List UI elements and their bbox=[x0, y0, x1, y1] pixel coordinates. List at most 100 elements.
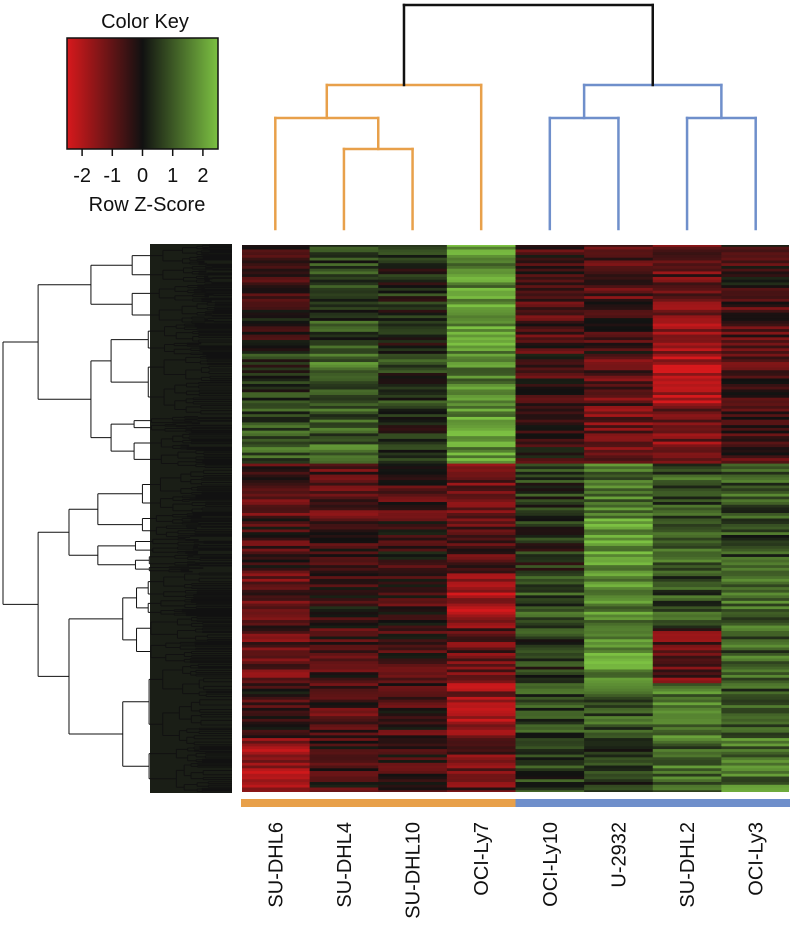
heatmap-cell bbox=[652, 460, 722, 464]
heatmap-cell bbox=[515, 496, 585, 500]
heatmap-cell bbox=[446, 438, 516, 443]
heatmap-cell bbox=[241, 345, 311, 349]
heatmap-cell bbox=[721, 285, 791, 289]
heatmap-cell bbox=[515, 760, 585, 764]
heatmap-cell bbox=[378, 587, 448, 591]
heatmap-cell bbox=[378, 576, 448, 580]
heatmap-cell bbox=[309, 290, 379, 294]
heatmap-cell bbox=[721, 353, 791, 357]
heatmap-cell bbox=[378, 644, 448, 648]
heatmap-cell bbox=[241, 318, 311, 322]
heatmap-cell bbox=[584, 658, 654, 662]
heatmap-cell bbox=[446, 414, 516, 418]
heatmap-cell bbox=[309, 329, 379, 333]
heatmap-cell bbox=[652, 329, 722, 333]
heatmap-cell bbox=[378, 471, 448, 475]
heatmap-cell bbox=[652, 389, 722, 393]
heatmap-cell bbox=[309, 298, 379, 303]
heatmap-cell bbox=[721, 639, 791, 643]
heatmap-cell bbox=[584, 625, 654, 629]
heatmap-cell bbox=[584, 480, 654, 484]
heatmap-cell bbox=[652, 548, 722, 552]
heatmap-cell bbox=[515, 364, 585, 368]
heatmap-cell bbox=[378, 548, 448, 552]
heatmap-cell bbox=[241, 320, 311, 325]
heatmap-cell bbox=[378, 765, 448, 769]
heatmap-cell bbox=[446, 323, 516, 327]
heatmap-cell bbox=[446, 642, 516, 646]
heatmap-cell bbox=[515, 260, 585, 264]
heatmap-cell bbox=[652, 252, 722, 256]
heatmap-cell bbox=[515, 499, 585, 503]
heatmap-cell bbox=[515, 628, 585, 632]
heatmap-cell bbox=[515, 304, 585, 308]
heatmap-cell bbox=[309, 469, 379, 473]
heatmap-cell bbox=[652, 554, 722, 558]
heatmap-cell bbox=[584, 562, 654, 566]
heatmap-cell bbox=[241, 782, 311, 786]
heatmap-cell bbox=[241, 334, 311, 338]
heatmap-cell bbox=[309, 600, 379, 604]
heatmap-cell bbox=[515, 540, 585, 544]
heatmap-cell bbox=[584, 699, 654, 703]
heatmap-cell bbox=[241, 293, 311, 297]
heatmap-cell bbox=[378, 669, 448, 673]
heatmap-cell bbox=[652, 622, 722, 626]
heatmap-cell bbox=[515, 595, 585, 599]
heatmap-cell bbox=[241, 422, 311, 426]
heatmap-cell bbox=[721, 696, 791, 701]
heatmap-cell bbox=[652, 721, 722, 725]
heatmap-cell bbox=[515, 244, 585, 248]
heatmap-cell bbox=[446, 260, 516, 264]
heatmap-cell bbox=[721, 732, 791, 736]
heatmap-cell bbox=[721, 427, 791, 432]
heatmap-cell bbox=[515, 282, 585, 286]
heatmap-cell bbox=[584, 554, 654, 558]
heatmap-cell bbox=[241, 751, 311, 755]
heatmap-cell bbox=[309, 414, 379, 418]
heatmap-cell bbox=[241, 592, 311, 596]
heatmap-cell bbox=[378, 674, 448, 679]
heatmap-cell bbox=[652, 787, 722, 791]
heatmap-cell bbox=[515, 587, 585, 591]
heatmap-cell bbox=[652, 265, 722, 270]
heatmap-cell bbox=[309, 710, 379, 714]
heatmap-cell bbox=[378, 642, 448, 646]
heatmap-cell bbox=[378, 447, 448, 451]
heatmap-cell bbox=[378, 521, 448, 525]
heatmap-cell bbox=[446, 331, 516, 335]
heatmap-cell bbox=[378, 633, 448, 637]
heatmap-cell bbox=[378, 611, 448, 615]
heatmap-cell bbox=[309, 529, 379, 533]
heatmap-cell bbox=[721, 674, 791, 679]
heatmap-cell bbox=[584, 260, 654, 264]
heatmap-cell bbox=[652, 471, 722, 475]
heatmap-cell bbox=[378, 653, 448, 657]
heatmap-cell bbox=[378, 463, 448, 467]
heatmap-cell bbox=[446, 562, 516, 566]
heatmap-cell bbox=[584, 595, 654, 599]
heatmap-cell bbox=[378, 304, 448, 308]
heatmap-cell bbox=[721, 644, 791, 648]
heatmap-cell bbox=[309, 444, 379, 448]
heatmap-cell bbox=[721, 584, 791, 588]
heatmap-cell bbox=[584, 532, 654, 536]
heatmap-cell bbox=[584, 729, 654, 734]
heatmap-cell bbox=[584, 642, 654, 646]
heatmap-cell bbox=[378, 460, 448, 464]
heatmap-cell bbox=[652, 403, 722, 407]
heatmap-cell bbox=[446, 790, 516, 794]
heatmap-cell bbox=[515, 367, 585, 371]
heatmap-cell bbox=[515, 598, 585, 602]
heatmap-cell bbox=[446, 444, 516, 448]
heatmap-cell bbox=[241, 419, 311, 423]
heatmap-cell bbox=[584, 356, 654, 360]
heatmap-cell bbox=[584, 683, 654, 687]
heatmap-cell bbox=[378, 452, 448, 456]
heatmap-cell bbox=[309, 606, 379, 610]
heatmap-cell bbox=[309, 323, 379, 327]
heatmap-cell bbox=[515, 589, 585, 594]
heatmap-cell bbox=[241, 773, 311, 777]
heatmap-cell bbox=[446, 340, 516, 344]
